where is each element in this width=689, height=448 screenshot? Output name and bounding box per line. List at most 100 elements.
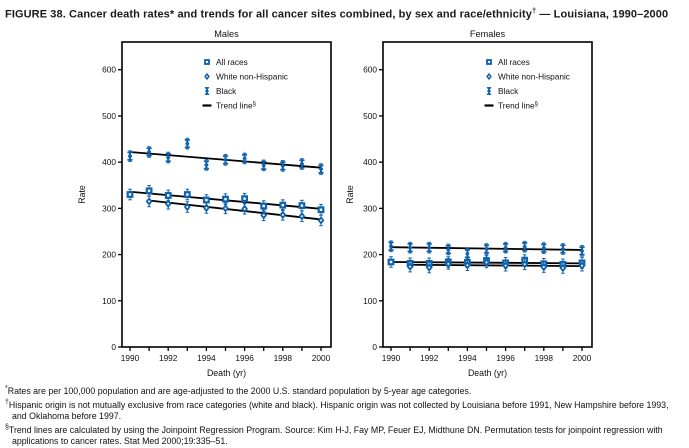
asterisk-marker: [165, 152, 171, 163]
footnotes: *Rates are per 100,000 population and ar…: [5, 383, 681, 447]
asterisk-marker: [560, 244, 566, 254]
square-marker: [204, 59, 210, 65]
x-tick-label: 1998: [535, 353, 554, 363]
square-marker: [387, 258, 395, 266]
square-marker: [183, 191, 191, 198]
chart-title: Females: [470, 29, 506, 39]
x-tick-label: 1998: [274, 353, 293, 363]
x-axis: 1990 1992 1994 1996 1998 2000 Death (yr): [121, 347, 331, 378]
x-tick-label: 1996: [235, 353, 254, 363]
asterisk-marker: [407, 243, 413, 253]
footnote-trend-lines-symbol: §: [5, 423, 9, 431]
diamond-marker: [183, 202, 191, 212]
figure-title-dagger: †: [531, 6, 537, 15]
diamond-marker: [464, 260, 471, 270]
footnote-rates: *Rates are per 100,000 population and ar…: [5, 383, 681, 397]
legend: All races White non-Hispanic Black Trend li…: [202, 57, 288, 111]
legend-label-black: Black: [498, 86, 519, 96]
y-tick-label: 400: [102, 157, 116, 167]
y-tick-label: 0: [372, 342, 377, 352]
asterisk-marker: [222, 155, 229, 165]
y-tick-label: 0: [111, 342, 116, 352]
x-tick-label: 1990: [121, 353, 140, 363]
x-tick-label: 1996: [496, 353, 515, 363]
y-tick-label: 500: [102, 111, 116, 121]
footnote-hispanic-origin-symbol: †: [5, 398, 9, 406]
x-tick-label: 1992: [159, 353, 178, 363]
trend-line-white-non-hispanic: [149, 199, 322, 221]
plot-border: [382, 41, 593, 348]
legend-label-black: Black: [216, 86, 237, 96]
diamond-marker: [559, 263, 567, 273]
asterisk-marker: [299, 159, 305, 169]
diamond-marker: [241, 204, 248, 214]
asterisk-marker: [242, 153, 248, 164]
footnote-rates-symbol: *: [5, 385, 8, 392]
square-marker: [241, 195, 248, 203]
diamond-marker: [317, 216, 325, 225]
diamond-marker: [145, 197, 153, 206]
asterisk-marker: [486, 87, 492, 95]
asterisk-marker: [464, 249, 470, 259]
asterisk-marker: [204, 87, 210, 95]
footnote-trend-lines-text: Trend lines are calculated by using the …: [8, 424, 663, 446]
asterisk-marker: [127, 151, 133, 161]
diamond-marker: [203, 203, 210, 213]
diamond-marker: [540, 262, 548, 272]
asterisk-marker: [318, 164, 324, 174]
chart-title: Males: [214, 29, 239, 39]
square-marker: [126, 191, 134, 198]
legend-label-white-non-hispanic: White non-Hispanic: [498, 72, 570, 82]
y-tick-label: 600: [363, 65, 377, 75]
y-axis-label: Rate: [77, 185, 87, 204]
diamond-marker: [502, 261, 509, 270]
square-marker: [260, 202, 268, 210]
y-tick-label: 300: [102, 203, 116, 213]
diamond-marker: [521, 259, 529, 269]
y-tick-label: 100: [102, 296, 116, 306]
y-tick-label: 400: [363, 157, 377, 167]
y-axis: 0 100 200 300 400 500 600 Rate: [77, 65, 122, 352]
square-marker: [145, 187, 153, 195]
x-tick-label: 2000: [312, 353, 331, 363]
square-marker: [279, 201, 287, 209]
square-marker: [164, 192, 172, 199]
asterisk-marker: [426, 243, 432, 253]
x-axis: 1990 1992 1994 1996 1998 2000 Death (yr): [382, 347, 592, 378]
square-marker: [298, 202, 306, 209]
x-tick-label: 1994: [197, 353, 216, 363]
x-tick-label: 1994: [458, 353, 477, 363]
diamond-marker: [222, 204, 229, 213]
y-tick-label: 200: [363, 250, 377, 260]
x-tick-label: 1992: [420, 353, 439, 363]
diamond-marker: [164, 199, 172, 209]
asterisk-marker: [388, 241, 394, 251]
females-chart: Females 0 100 200 300 400 500 600 Rate 1990 1992 19…: [343, 28, 611, 389]
plot-border: [121, 41, 332, 348]
series-black: [388, 240, 585, 260]
asterisk-marker: [146, 147, 152, 157]
figure-title-suffix: — Louisiana, 1990–2000: [536, 8, 669, 21]
males-chart: Males 0 100 200 300 400 500 600 Rate 1990 1992 1994…: [75, 28, 343, 389]
diamond-marker: [204, 72, 210, 81]
x-axis-label: Death (yr): [207, 368, 246, 378]
square-marker: [222, 195, 229, 203]
x-tick-label: 2000: [573, 353, 592, 363]
y-tick-label: 500: [363, 111, 377, 121]
figure-title-text: FIGURE 38. Cancer death rates* and trend…: [5, 8, 532, 21]
series-all-races: [126, 185, 325, 216]
footnote-rates-text: Rates are per 100,000 population and are…: [7, 385, 472, 396]
asterisk-marker: [261, 160, 267, 170]
males-chart-svg: Males 0 100 200 300 400 500 600 Rate 1990 1992 1994…: [77, 29, 332, 378]
diamond-marker: [406, 262, 414, 271]
asterisk-marker: [579, 246, 585, 256]
diamond-marker: [444, 259, 452, 269]
diamond-marker: [279, 210, 287, 220]
asterisk-marker: [483, 244, 490, 254]
legend-label-all-races: All races: [216, 57, 248, 67]
footnote-hispanic-origin-text: Hispanic origin is not mutually exclusiv…: [8, 399, 669, 421]
asterisk-marker: [280, 161, 286, 171]
square-marker: [486, 59, 492, 65]
